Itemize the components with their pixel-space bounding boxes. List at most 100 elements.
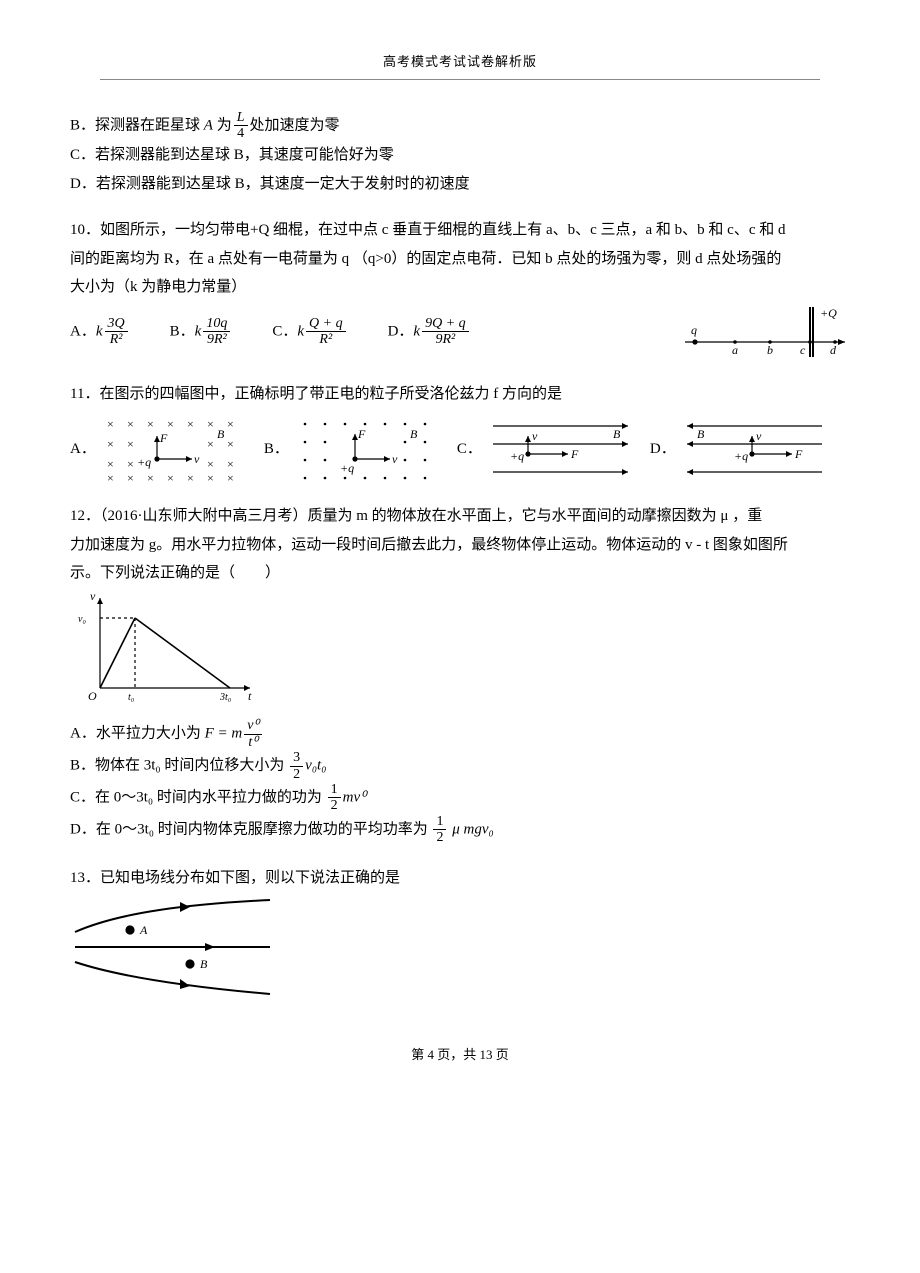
q10b-lead: B． bbox=[170, 323, 195, 339]
q11d-label: D． bbox=[650, 435, 676, 464]
q10a-num: 3Q bbox=[105, 316, 128, 332]
q11b-label: B． bbox=[264, 435, 289, 464]
q11-opt-a: A． ×× ××××× ×××× ×××× ××××××× B +q v bbox=[70, 414, 252, 484]
q11a-label: A． bbox=[70, 435, 96, 464]
svg-text:×: × bbox=[107, 437, 114, 451]
q12-opt-d: D．在 0～3t₀ 时间内物体克服摩擦力做功的平均功率为 12 μ mgv₀ bbox=[70, 814, 850, 846]
svg-text:B: B bbox=[613, 427, 621, 441]
svg-text:F: F bbox=[794, 447, 803, 461]
q12-graph: v t O v₀ t₀ 3t₀ bbox=[70, 588, 260, 708]
q10-opt-c: C．kQ + qR² bbox=[272, 316, 347, 348]
q10-figure: +Q q a b c d bbox=[680, 302, 850, 362]
svg-text:×: × bbox=[207, 417, 214, 431]
q11b-figure: B +q v F bbox=[295, 414, 445, 484]
q10b-den: 9R² bbox=[203, 332, 230, 347]
q12d-post: μ mgv₀ bbox=[448, 821, 493, 837]
svg-text:+q: +q bbox=[340, 461, 354, 475]
footer-tot: 13 bbox=[480, 1047, 493, 1062]
q12-t0: t₀ bbox=[128, 692, 135, 703]
q12a-pre: A．水平拉力大小为 bbox=[70, 726, 205, 742]
q12-opt-c: C．在 0～3t₀ 时间内水平拉力做的功为 12mv⁰ bbox=[70, 782, 850, 814]
q12b-den: 2 bbox=[290, 767, 303, 782]
q11a-figure: ×× ××××× ×××× ×××× ××××××× B +q v F bbox=[102, 414, 252, 484]
q12b-num: 3 bbox=[290, 750, 303, 766]
q9-opt-c: C．若探测器能到达星球 B，其速度可能恰好为零 bbox=[70, 141, 850, 170]
svg-text:×: × bbox=[227, 417, 234, 431]
q10-stem2: 间的距离均为 R，在 a 点处有一电荷量为 q （q>0）的固定点电荷．已知 b… bbox=[70, 245, 850, 274]
svg-text:F: F bbox=[357, 427, 366, 441]
footer-mid: 页，共 bbox=[434, 1047, 480, 1062]
q12c-den: 2 bbox=[328, 798, 341, 813]
page-header: 高考模式考试试卷解析版 bbox=[100, 50, 820, 80]
q12-ylabel: v bbox=[90, 589, 96, 603]
q11d-figure: B +q v F bbox=[682, 414, 832, 484]
svg-text:×: × bbox=[207, 457, 214, 471]
q10c-k: k bbox=[297, 323, 304, 339]
q10a-den: R² bbox=[105, 332, 128, 347]
q9-opt-d: D．若探测器能到达星球 B，其速度一定大于发射时的初速度 bbox=[70, 170, 850, 199]
q13-figure: A B bbox=[70, 892, 280, 1002]
svg-text:×: × bbox=[147, 417, 154, 431]
q10d-den: 9R² bbox=[422, 332, 469, 347]
footer-pre: 第 bbox=[411, 1047, 427, 1062]
q10-fig-d: d bbox=[830, 343, 837, 357]
page: 高考模式考试试卷解析版 B．探测器在距星球 A 为L4处加速度为零 C．若探测器… bbox=[0, 0, 920, 1097]
q10-fig-c: c bbox=[800, 343, 806, 357]
svg-text:+q: +q bbox=[510, 449, 524, 463]
q10c-lead: C． bbox=[272, 323, 297, 339]
q10-fig-q: q bbox=[691, 323, 697, 337]
q12c-post: mv⁰ bbox=[343, 789, 367, 805]
q12-t3: 3t₀ bbox=[219, 692, 232, 703]
q12-O: O bbox=[88, 689, 97, 703]
q9b-den: 4 bbox=[234, 126, 248, 141]
q10-stem1: 10．如图所示，一均匀带电+Q 细棍，在过中点 c 垂直于细棍的直线上有 a、b… bbox=[70, 216, 850, 245]
svg-text:×: × bbox=[207, 471, 214, 484]
q12-stem2: 力加速度为 g。用水平力拉物体，运动一段时间后撤去此力，最终物体停止运动。物体运… bbox=[70, 531, 850, 560]
svg-text:B: B bbox=[697, 427, 705, 441]
svg-text:×: × bbox=[187, 417, 194, 431]
q10d-num: 9Q + q bbox=[422, 316, 469, 332]
svg-text:×: × bbox=[127, 437, 134, 451]
q13-fig-B: B bbox=[200, 957, 208, 971]
q12-opt-b: B．物体在 3t₀ 时间内位移大小为 32v₀t₀ bbox=[70, 750, 850, 782]
footer-post: 页 bbox=[493, 1047, 509, 1062]
page-footer: 第 4 页，共 13 页 bbox=[70, 1043, 850, 1068]
q9b-post: 处加速度为零 bbox=[250, 117, 340, 133]
q10-opt-a: A．k3QR² bbox=[70, 316, 130, 348]
q11c-label: C． bbox=[457, 435, 482, 464]
svg-text:×: × bbox=[127, 471, 134, 484]
question-13: 13．已知电场线分布如下图，则以下说法正确的是 A B bbox=[70, 864, 850, 1013]
q9-opt-b: B．探测器在距星球 A 为L4处加速度为零 bbox=[70, 110, 850, 142]
q10-opt-d: D．k9Q + q9R² bbox=[388, 316, 471, 348]
svg-text:F: F bbox=[159, 431, 168, 445]
q12d-den: 2 bbox=[433, 830, 446, 845]
svg-text:v: v bbox=[392, 452, 398, 466]
svg-text:×: × bbox=[147, 471, 154, 484]
q11c-figure: B +q v F bbox=[488, 414, 638, 484]
q10d-lead: D． bbox=[388, 323, 414, 339]
q12b-post: v₀t₀ bbox=[305, 758, 326, 774]
svg-text:×: × bbox=[127, 417, 134, 431]
svg-text:×: × bbox=[107, 417, 114, 431]
svg-text:v: v bbox=[194, 452, 200, 466]
q10a-lead: A． bbox=[70, 323, 96, 339]
svg-text:+q: +q bbox=[137, 455, 151, 469]
svg-text:×: × bbox=[227, 437, 234, 451]
q9b-num: L bbox=[234, 110, 248, 126]
q12-stem1: 12．（2016·山东师大附中高三月考）质量为 m 的物体放在水平面上，它与水平… bbox=[70, 502, 850, 531]
q12-v0: v₀ bbox=[78, 614, 86, 625]
q9b-pre: B．探测器在距星球 bbox=[70, 117, 204, 133]
q10a-k: k bbox=[96, 323, 103, 339]
svg-text:×: × bbox=[127, 457, 134, 471]
svg-text:×: × bbox=[187, 471, 194, 484]
q12b-pre: B．物体在 3t₀ 时间内位移大小为 bbox=[70, 758, 288, 774]
q10d-k: k bbox=[413, 323, 420, 339]
q10-stem3: 大小为（k 为静电力常量） bbox=[70, 273, 850, 302]
svg-text:×: × bbox=[107, 471, 114, 484]
q12d-pre: D．在 0～3t₀ 时间内物体克服摩擦力做功的平均功率为 bbox=[70, 821, 431, 837]
svg-text:×: × bbox=[107, 457, 114, 471]
svg-text:v: v bbox=[532, 429, 538, 443]
svg-text:F: F bbox=[570, 447, 579, 461]
question-11: 11．在图示的四幅图中，正确标明了带正电的粒子所受洛伦兹力 f 方向的是 A． … bbox=[70, 380, 850, 485]
q9b-var: A bbox=[204, 117, 213, 133]
